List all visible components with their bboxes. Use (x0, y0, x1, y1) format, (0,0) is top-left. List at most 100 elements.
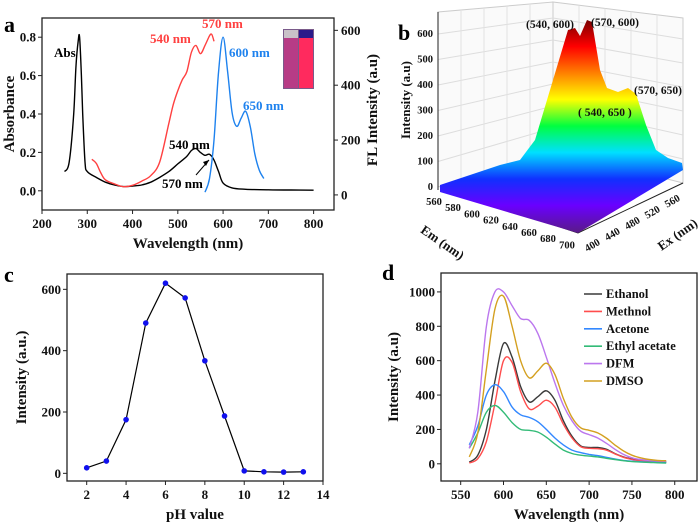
x-tick-label: 6 (162, 487, 169, 502)
panel-label: a (4, 12, 15, 37)
x-tick-label: 700 (259, 216, 279, 231)
z-tick-label: 200 (417, 131, 433, 142)
grid-line (552, 17, 684, 40)
arrow-head (203, 160, 209, 166)
em-tick-label: 620 (483, 216, 499, 227)
y-axis-title: Intensity (a.u) (386, 332, 402, 422)
series-line-ethyl-acetate (468, 404, 667, 464)
x-tick-label: 12 (277, 487, 290, 502)
em-tick-label: 600 (464, 209, 480, 220)
y2-tick-label: 0 (341, 187, 348, 202)
plot-frame (440, 272, 698, 482)
series-line-1 (91, 33, 215, 188)
data-point (103, 458, 110, 464)
peak-label: ( 540, 650 ) (578, 107, 632, 119)
data-point (241, 468, 248, 474)
legend-label: Ethanol (606, 287, 649, 301)
cuvette-uv-top (299, 30, 313, 38)
series-line-0 (63, 33, 314, 191)
series-line-dmso (468, 294, 667, 462)
y-tick-label: 400 (416, 388, 436, 403)
data-point (221, 413, 228, 419)
em-tick-label: 660 (521, 228, 537, 239)
x-tick-label: 8 (202, 487, 209, 502)
em-axis-title: Em (nm) (418, 222, 467, 263)
grid-line (437, 39, 554, 60)
z-axis-title: Intensity (a.u) (398, 61, 413, 139)
em-tick-label: 640 (502, 222, 518, 233)
x-axis-title: Wavelength (nm) (514, 507, 624, 523)
y-tick-label: 0.0 (20, 183, 36, 198)
x-tick-label: 500 (168, 216, 188, 231)
y-tick-label: 200 (42, 405, 62, 420)
cuvette-uv (299, 30, 313, 88)
y2-tick-label: 200 (341, 133, 361, 148)
y-tick-label: 0.8 (20, 30, 37, 45)
z-tick-label: 600 (417, 29, 433, 40)
annotation-label: 540 nm (169, 137, 210, 152)
data-point (261, 469, 267, 475)
series-line-methnol (468, 356, 667, 464)
ex-tick-label: 480 (623, 215, 642, 232)
grid-line (437, 105, 554, 137)
data-point (300, 469, 307, 475)
x-axis-title: Wavelength (nm) (133, 236, 243, 252)
y-tick-label: 400 (42, 343, 62, 358)
data-point (162, 280, 169, 287)
panel-c-ph-intensity: 2 4 6 8 10 12 14 0 200 400 600 pH value Intensity (a… (4, 262, 330, 523)
annotation-label: 650 nm (243, 98, 284, 113)
legend-label: Acetone (606, 322, 649, 336)
y-tick-label: 200 (416, 422, 436, 437)
cuvette-daylight-top (284, 30, 298, 38)
z-tick-label: 0 (428, 182, 433, 193)
peak-label: (540, 600) (526, 19, 574, 31)
x-tick-label: 550 (451, 487, 471, 502)
data-point (202, 357, 208, 364)
data-point (182, 295, 188, 301)
data-point (142, 320, 149, 326)
em-tick-label: 560 (426, 197, 442, 208)
legend: Ethanol Methnol Acetone Ethyl acetate DFM DMS… (584, 287, 676, 388)
y-tick-label: 0.2 (20, 145, 36, 160)
panel-a-absorbance-fluorescence: 200 300 400 500 600 700 800 0.0 0.2 0.4 0.6 0.8 Wave… (2, 12, 381, 252)
x-tick-label: 700 (579, 487, 599, 502)
legend-label: DFM (606, 357, 635, 371)
ex-axis-title: Ex (nm) (655, 215, 700, 253)
series-line-2 (204, 36, 265, 193)
z-tick-label: 500 (417, 55, 433, 66)
legend-label: DMSO (606, 374, 644, 388)
panel-label: b (398, 20, 410, 45)
annotation-label: 570 nm (162, 176, 203, 191)
annotation-label: 600 nm (229, 45, 270, 60)
x-tick-label: 4 (123, 487, 130, 502)
data-point (83, 465, 90, 471)
x-axis-title: pH value (166, 507, 224, 523)
panel-label: c (4, 262, 14, 287)
y-tick-label: 1000 (409, 284, 435, 299)
x-tick-label: 300 (78, 216, 98, 231)
y-tick-label: 800 (416, 319, 436, 334)
cuvette-daylight (284, 30, 298, 88)
peak-label: (570, 650) (634, 85, 682, 97)
plot-frame (66, 273, 324, 482)
fluorescence-surface (440, 20, 683, 233)
y-axis-title: Absorbance (2, 75, 18, 152)
x-tick-label: 750 (622, 487, 642, 502)
series-line-acetone (468, 383, 667, 464)
panel-label: d (382, 260, 394, 285)
ex-tick-label: 560 (663, 193, 682, 210)
grid-line (437, 61, 554, 86)
x-tick-label: 650 (537, 487, 557, 502)
x-tick-label: 10 (238, 487, 251, 502)
series-line-dfm (468, 288, 667, 462)
cuvette-inset-photo (283, 29, 314, 89)
y2-axis-title: FL Intensity (a.u) (365, 54, 381, 166)
em-tick-label: 700 (559, 240, 575, 251)
data-point (280, 469, 287, 475)
grid-line (437, 17, 554, 35)
z-tick-label: 400 (417, 80, 433, 91)
x-tick-label: 600 (213, 216, 233, 231)
x-tick-label: 2 (83, 487, 90, 502)
